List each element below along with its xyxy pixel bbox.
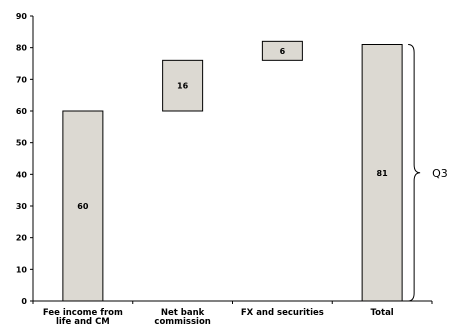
y-tick-label: 30 [16,202,28,211]
bar [162,59,204,112]
y-tick-label: 50 [16,139,28,148]
data-label: 60 [77,202,89,211]
bar [261,40,303,61]
y-tick-label: 20 [16,234,28,243]
category-label: Net bank [161,308,205,318]
y-tick-label: 10 [16,265,28,274]
y-tick-label: 90 [16,12,28,21]
category-label: life and CM [56,317,110,327]
y-tick-label: 60 [16,107,28,116]
data-label: 81 [377,169,389,178]
y-tick-label: 80 [16,44,28,53]
category-label: Total [371,308,394,318]
category-label: Fee income from [43,308,123,318]
bar [62,110,104,302]
bar [361,44,403,302]
category-label: commission [154,317,210,327]
data-label: 6 [280,47,286,56]
category-label: FX and securities [241,308,324,318]
curly-brace [408,44,421,302]
y-tick-label: 40 [16,170,28,179]
y-tick-label: 0 [21,297,27,306]
bars [62,40,403,302]
data-label: 16 [177,82,189,91]
annotation: Q3 [408,44,448,302]
annotation-label: Q3 [432,167,448,180]
y-tick-label: 70 [16,75,28,84]
